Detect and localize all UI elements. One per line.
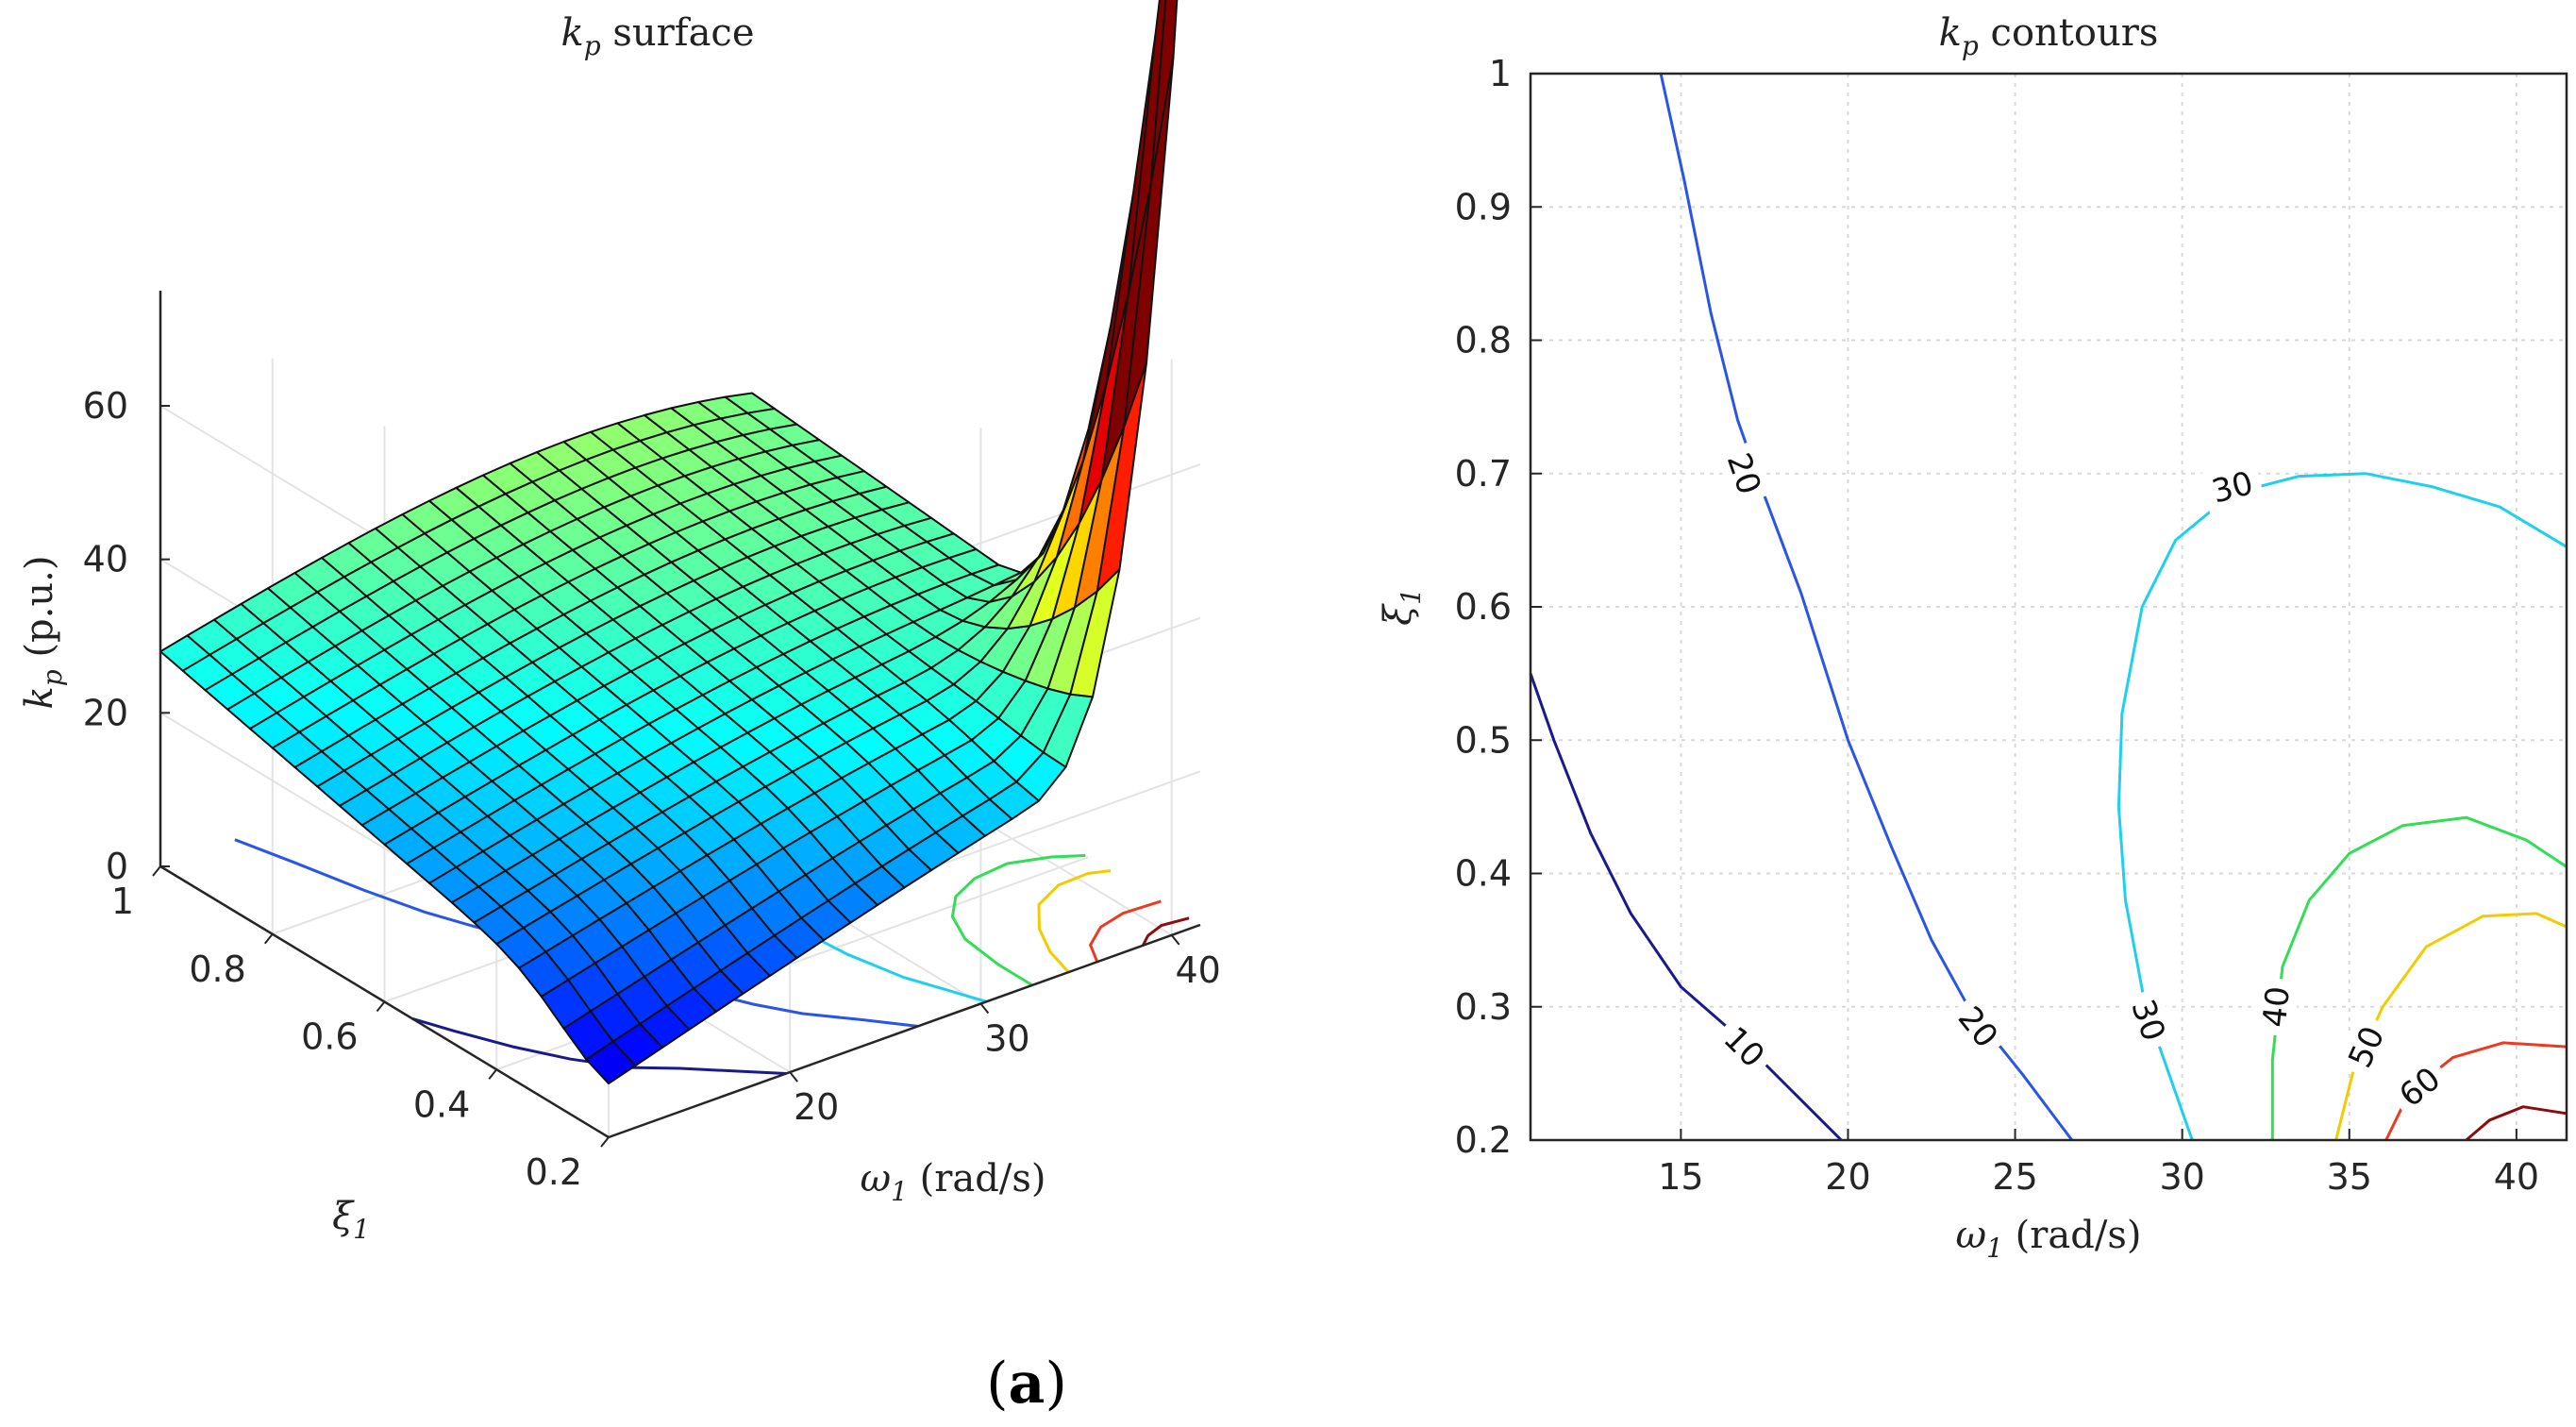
xi-tick-label: 0.2 (526, 1151, 582, 1193)
xi-tick (263, 933, 274, 945)
xi-tick-label: 0.6 (301, 1016, 358, 1058)
surface-tick-labels: 0 20 40 60 0.2 0.4 0.6 0.8 1 20 30 40 (83, 385, 1221, 1193)
contour-ytick-label: 0.8 (1455, 320, 1512, 361)
contour-label-40: 40 (2256, 984, 2298, 1029)
contour-label-bg (1715, 440, 1774, 508)
contour-label-bg (2251, 976, 2300, 1037)
contour-xtick-label: 25 (1992, 1156, 2037, 1198)
contour-ytick-label: 0.4 (1455, 853, 1512, 895)
kp-tick-label: 40 (83, 539, 128, 580)
contour-ytick-label: 0.9 (1455, 186, 1512, 227)
omega-tick-label: 30 (984, 1017, 1029, 1059)
surface-mesh (159, 0, 1179, 1085)
surface-patch (1128, 0, 1167, 294)
omega-tick (979, 1002, 990, 1015)
contour-xtick-label: 40 (2494, 1156, 2539, 1198)
contour-line-10 (1529, 673, 1843, 1142)
contour-xtick-label: 35 (2327, 1156, 2372, 1198)
contour-ytick-label: 0.3 (1455, 986, 1512, 1028)
omega-tick-label: 20 (794, 1086, 839, 1128)
omega-axis-line (608, 923, 1201, 1139)
contour-label-bg (1709, 1012, 1780, 1082)
contour-label-bg (2119, 986, 2178, 1054)
contour-ytick-label: 0.5 (1455, 719, 1512, 761)
xi-tick-label: 0.8 (189, 949, 245, 990)
xi-tick (376, 1000, 386, 1013)
surface-plot: 0 20 40 60 0.2 0.4 0.6 0.8 1 20 30 40 kp surface kp… (18, 0, 1221, 1245)
contour-xlabel: ω1 (rad/s) (1956, 1214, 2142, 1264)
floor-contour-60 (1088, 899, 1162, 963)
surface-patch (1149, 0, 1179, 185)
omega-tick (789, 1071, 798, 1083)
contour-line-70 (2465, 1105, 2568, 1142)
floor-contour-40 (950, 854, 1086, 987)
contour-ylabel: ξ1 (1377, 588, 1427, 626)
xi-tick-label: 0.4 (413, 1083, 470, 1125)
contour-xtick-label: 20 (1825, 1156, 1870, 1198)
contour-label-bg (2335, 1012, 2397, 1082)
contour-label-bg (2384, 1052, 2455, 1121)
omega-tick-label: 40 (1175, 949, 1220, 991)
floor-contour-50 (1037, 869, 1112, 974)
contour-xtick-label: 15 (1658, 1156, 1703, 1198)
xi-tick (152, 865, 161, 877)
contour-ytick-label: 1 (1489, 53, 1512, 94)
xi-tick (488, 1068, 498, 1080)
xi-tick-label: 1 (111, 881, 134, 922)
contour-ytick-label: 0.2 (1455, 1119, 1512, 1161)
surface-ylabel: ξ1 (332, 1195, 370, 1245)
figure-caption: (a) (986, 1351, 1067, 1417)
contour-line-30 (2116, 472, 2568, 1141)
surface-title: kp surface (560, 11, 754, 61)
kp-tick-label: 0 (106, 846, 128, 887)
floor-contour-70 (1141, 916, 1190, 947)
kp-tick-label: 20 (83, 692, 128, 733)
contour-tick-labels: 15 20 25 30 35 40 0.2 0.3 0.4 0.5 0.6 0.7 0.8 0.9 1 (1455, 53, 2539, 1198)
contour-ytick-label: 0.7 (1455, 453, 1512, 495)
contour-label-bg (2200, 460, 2266, 514)
surface-zlabel: kp (p.u.) (18, 556, 68, 710)
contour-line-50 (2334, 912, 2568, 1141)
contour-title: kp contours (1939, 11, 2159, 61)
contour-xtick-label: 30 (2159, 1156, 2204, 1198)
surface-xlabel: ω1 (rad/s) (861, 1157, 1046, 1207)
omega-tick (1170, 934, 1180, 946)
contour-label-bg (1944, 991, 2013, 1063)
kp-tick-label: 60 (83, 385, 128, 427)
contour-ytick-label: 0.6 (1455, 586, 1512, 628)
xi-tick (600, 1136, 610, 1148)
